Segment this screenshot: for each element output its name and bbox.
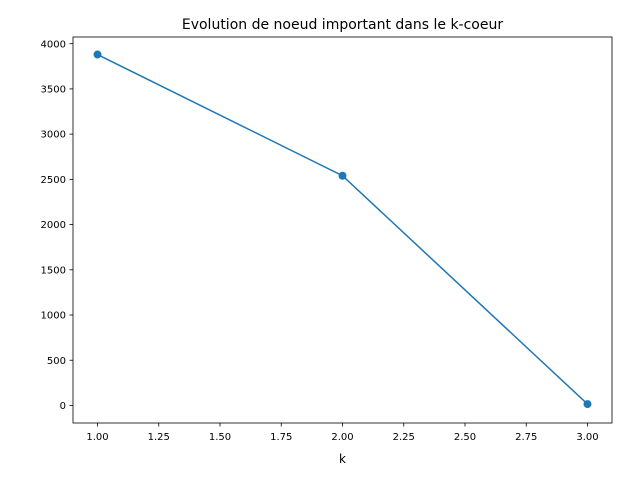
- series-line: [97, 53, 589, 405]
- y-tick-label: 2500: [41, 175, 66, 186]
- y-tick-label: 1000: [41, 311, 66, 322]
- x-tick-label: 2.75: [515, 432, 537, 443]
- data-point: [93, 50, 102, 59]
- x-axis-label: k: [339, 452, 346, 466]
- y-tick-label: 0: [60, 401, 66, 412]
- y-axis-ticks: 0 500 1000 1500 2000 2500 3000 3500 4000: [41, 39, 73, 412]
- x-tick-label: 1.25: [148, 432, 170, 443]
- y-tick-label: 3000: [41, 130, 66, 141]
- data-point: [583, 400, 592, 409]
- x-tick-label: 1.00: [86, 432, 108, 443]
- x-tick-label: 3.00: [576, 432, 598, 443]
- y-tick-label: 500: [47, 356, 66, 367]
- y-tick-label: 3500: [41, 85, 66, 96]
- x-tick-label: 2.25: [393, 432, 415, 443]
- axes-frame: [72, 36, 613, 424]
- y-tick-label: 2000: [41, 220, 66, 231]
- series-layer: [93, 50, 592, 409]
- x-tick-label: 2.50: [454, 432, 476, 443]
- data-point: [338, 171, 347, 180]
- x-tick-label: 2.00: [331, 432, 353, 443]
- y-tick-label: 4000: [41, 39, 66, 50]
- x-tick-label: 1.75: [270, 432, 292, 443]
- x-tick-label: 1.50: [209, 432, 231, 443]
- chart-title: Evolution de noeud important dans le k-c…: [182, 17, 503, 33]
- x-axis-ticks: 1.00 1.25 1.50 1.75 2.00 2.25 2.50 2.75 3.00: [86, 423, 599, 443]
- y-tick-label: 1500: [41, 265, 66, 276]
